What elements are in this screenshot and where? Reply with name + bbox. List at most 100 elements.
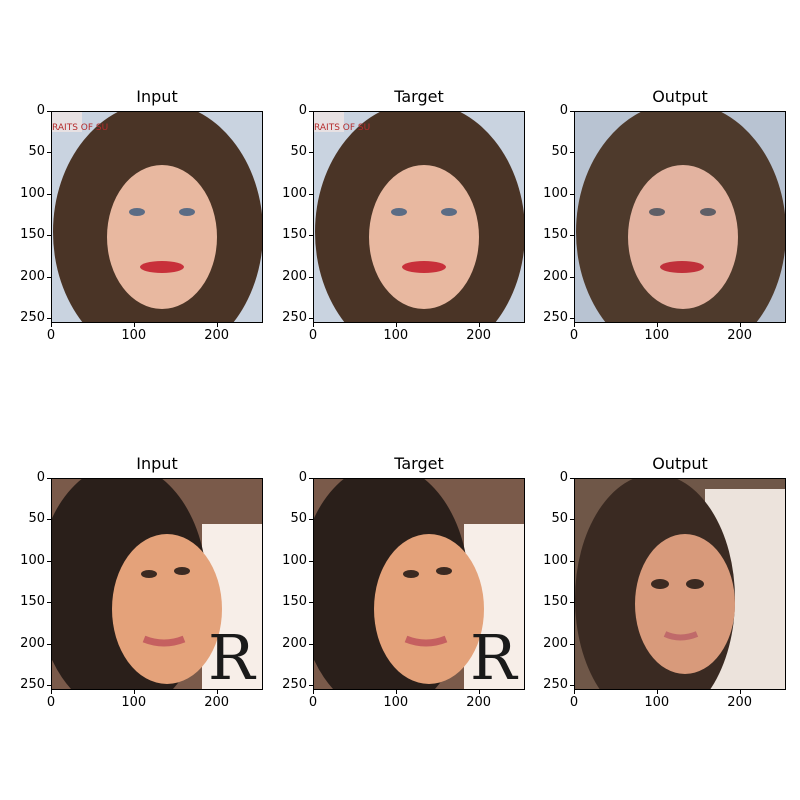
y-tick-label: 50	[28, 511, 45, 527]
x-tick-mark	[739, 690, 741, 694]
y-tick-label: 100	[543, 552, 568, 568]
x-tick-mark	[133, 690, 135, 694]
y-tick-mark	[309, 602, 313, 604]
y-tick-mark	[570, 560, 574, 562]
y-tick-mark	[570, 318, 574, 320]
y-tick-mark	[47, 602, 51, 604]
y-tick-label: 250	[282, 310, 307, 326]
x-tick-label: 100	[644, 328, 670, 343]
y-tick-label: 250	[20, 677, 45, 693]
x-tick-mark	[216, 323, 218, 327]
y-tick-mark	[309, 685, 313, 687]
x-tick-mark	[478, 323, 480, 327]
x-tick-label: 200	[727, 328, 753, 343]
y-tick-mark	[309, 560, 313, 562]
y-tick-mark	[570, 276, 574, 278]
y-tick-mark	[47, 560, 51, 562]
y-tick-label: 200	[282, 268, 307, 284]
x-tick-mark	[313, 323, 314, 327]
y-tick-label: 50	[551, 144, 568, 160]
face-image: R	[51, 478, 263, 690]
x-tick-mark	[395, 323, 397, 327]
x-tick-label: 0	[46, 695, 56, 710]
x-tick-label: 200	[204, 328, 230, 343]
x-tick-label: 0	[308, 328, 318, 343]
y-tick-label: 50	[28, 144, 45, 160]
y-tick-mark	[309, 235, 313, 237]
y-tick-mark	[47, 519, 51, 521]
svg-text:RAITS OF SU: RAITS OF SU	[52, 123, 108, 133]
y-tick-mark	[47, 318, 51, 320]
panel-title: Input	[136, 454, 178, 473]
panel-title: Target	[394, 87, 444, 106]
x-tick-mark	[133, 323, 135, 327]
y-tick-mark	[47, 235, 51, 237]
y-tick-label: 50	[551, 511, 568, 527]
x-tick-label: 200	[466, 328, 492, 343]
image-panel-target-1: RAITS OF SU	[313, 111, 525, 323]
y-tick-mark	[47, 152, 51, 154]
x-tick-label: 200	[204, 695, 230, 710]
panel-title: Input	[136, 87, 178, 106]
x-tick-mark	[51, 690, 52, 694]
y-tick-mark	[47, 685, 51, 687]
y-tick-label: 50	[290, 144, 307, 160]
y-tick-label: 50	[290, 511, 307, 527]
y-tick-label: 150	[282, 594, 307, 610]
y-tick-label: 100	[543, 185, 568, 201]
y-tick-label: 100	[20, 185, 45, 201]
face-image: RAITS OF SU	[313, 111, 525, 323]
x-tick-mark	[478, 690, 480, 694]
y-tick-label: 100	[20, 552, 45, 568]
x-tick-mark	[313, 690, 314, 694]
y-tick-label: 200	[282, 635, 307, 651]
y-tick-label: 150	[20, 594, 45, 610]
x-tick-label: 0	[569, 695, 579, 710]
x-tick-label: 100	[121, 328, 147, 343]
y-tick-mark	[47, 478, 51, 479]
image-panel-target-2: R	[313, 478, 525, 690]
y-tick-label: 0	[36, 103, 45, 118]
x-tick-label: 200	[727, 695, 753, 710]
image-panel-input-2: R	[51, 478, 263, 690]
y-tick-mark	[570, 519, 574, 521]
x-tick-mark	[574, 690, 575, 694]
y-tick-label: 200	[543, 268, 568, 284]
face-image: RAITS OF SU	[51, 111, 263, 323]
y-tick-label: 250	[20, 310, 45, 326]
y-tick-mark	[570, 152, 574, 154]
x-tick-label: 100	[383, 695, 409, 710]
y-tick-mark	[570, 478, 574, 479]
y-tick-mark	[309, 478, 313, 479]
x-tick-label: 100	[383, 328, 409, 343]
y-tick-label: 0	[298, 470, 307, 485]
x-tick-mark	[395, 690, 397, 694]
x-tick-label: 0	[569, 328, 579, 343]
svg-text:R: R	[208, 621, 257, 690]
y-tick-mark	[570, 235, 574, 237]
y-tick-mark	[570, 602, 574, 604]
x-tick-label: 0	[308, 695, 318, 710]
y-tick-label: 0	[559, 103, 568, 118]
y-tick-mark	[47, 276, 51, 278]
image-panel-output-1	[574, 111, 786, 323]
panel-title: Output	[652, 454, 708, 473]
y-tick-mark	[309, 152, 313, 154]
x-tick-label: 0	[46, 328, 56, 343]
x-tick-label: 100	[644, 695, 670, 710]
y-tick-label: 250	[282, 677, 307, 693]
y-tick-label: 200	[20, 268, 45, 284]
y-tick-mark	[309, 193, 313, 195]
y-tick-mark	[570, 193, 574, 195]
y-tick-mark	[309, 643, 313, 645]
x-tick-label: 100	[121, 695, 147, 710]
panel-title: Output	[652, 87, 708, 106]
image-panel-output-2	[574, 478, 786, 690]
x-tick-mark	[216, 690, 218, 694]
y-tick-label: 150	[20, 227, 45, 243]
y-tick-mark	[309, 111, 313, 112]
y-tick-mark	[570, 643, 574, 645]
y-tick-mark	[309, 276, 313, 278]
svg-text:RAITS OF SU: RAITS OF SU	[314, 123, 370, 133]
y-tick-label: 250	[543, 677, 568, 693]
